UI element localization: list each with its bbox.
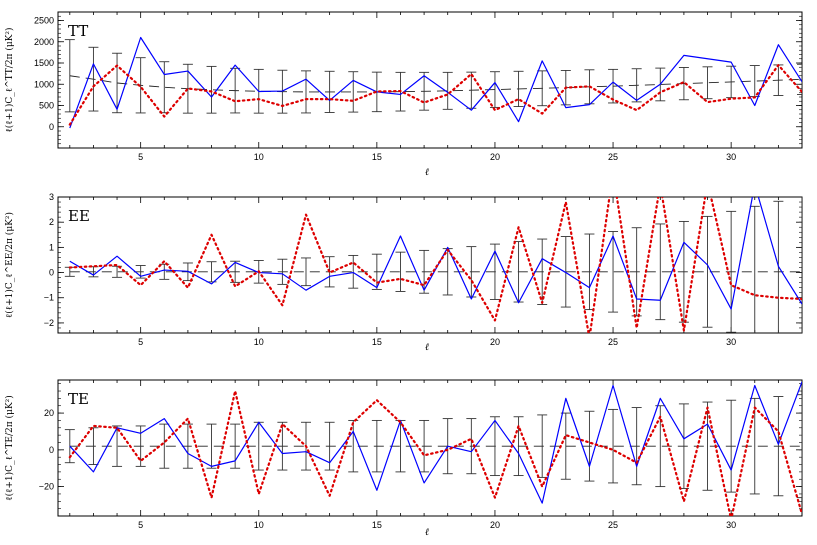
y-tick-label: 20 — [44, 408, 54, 418]
y-axis-label: ℓ(ℓ+1)C_ℓ^TT/2π (μK²) — [4, 27, 15, 132]
panel-ee: 5 10 15 20 25 30 −2 −1 0 1 2 3 EE ℓ(ℓ+1)C_ℓ^EE/2π (μK… — [4, 192, 803, 353]
plot-area — [64, 381, 802, 516]
panel-label-ee: EE — [68, 207, 90, 225]
fiducial-model-line — [69, 75, 802, 93]
panel-label-te: TE — [68, 390, 89, 408]
x-tick-label: 30 — [726, 152, 736, 162]
x-axis-label: ℓ — [425, 167, 429, 178]
y-tick-label: 2000 — [34, 37, 54, 47]
y-tick-label: 0 — [49, 122, 54, 132]
y-tick-label: 2500 — [34, 16, 54, 26]
y-axis-label: ℓ(ℓ+1)C_ℓ^EE/2π (μK²) — [4, 212, 15, 318]
y-tick-label: 0 — [49, 445, 54, 455]
plot-area — [64, 197, 802, 333]
x-tick-label: 20 — [490, 337, 500, 347]
x-tick-label: 5 — [138, 337, 143, 347]
x-tick-label: 25 — [608, 337, 618, 347]
x-tick-label: 20 — [490, 520, 500, 530]
series-line-red-dotted — [68, 389, 802, 516]
panel-te: 5 10 15 20 25 30 −20 0 20 TE ℓ(ℓ+1)C_ℓ^TE/2π (μK²)… — [4, 379, 803, 538]
panel-label-tt: TT — [68, 22, 88, 40]
x-axis-label: ℓ — [425, 342, 429, 353]
y-tick-label: 3 — [49, 192, 54, 202]
series-line-blue-solid — [69, 381, 802, 504]
series-line-blue-solid — [69, 197, 802, 310]
y-tick-label: 2 — [49, 217, 54, 227]
x-tick-label: 15 — [372, 152, 382, 162]
x-tick-label: 30 — [726, 337, 736, 347]
x-tick-label: 5 — [138, 152, 143, 162]
y-tick-label: −1 — [44, 293, 54, 303]
x-tick-label: 30 — [726, 520, 736, 530]
panel-tt: 5 10 15 20 25 30 0 500 1000 1500 2000 2500 TT ℓ(ℓ+1)C… — [4, 11, 803, 178]
y-tick-label: −2 — [44, 318, 54, 328]
x-tick-label: 25 — [608, 520, 618, 530]
x-tick-label: 20 — [490, 152, 500, 162]
y-tick-label: 1000 — [34, 79, 54, 89]
x-tick-label: 25 — [608, 152, 618, 162]
y-axis-label: ℓ(ℓ+1)C_ℓ^TE/2π (μK²) — [4, 395, 15, 500]
plot-frame — [57, 196, 803, 334]
y-tick-label: 1 — [49, 242, 54, 252]
series-line-red-dotted — [68, 197, 802, 333]
x-tick-label: 15 — [372, 337, 382, 347]
x-tick-label: 15 — [372, 520, 382, 530]
y-tick-label: −20 — [39, 482, 54, 492]
y-tick-label: 1500 — [34, 58, 54, 68]
y-tick-label: 500 — [39, 101, 54, 111]
x-tick-label: 10 — [254, 337, 264, 347]
plot-frame — [57, 379, 803, 517]
x-tick-label: 10 — [254, 520, 264, 530]
y-tick-label: 0 — [49, 268, 54, 278]
x-axis-label: ℓ — [425, 527, 429, 538]
x-tick-label: 10 — [254, 152, 264, 162]
series-line-blue-solid — [69, 36, 802, 129]
series-line-red-dotted — [68, 64, 802, 126]
plot-area — [64, 36, 802, 129]
x-tick-label: 5 — [138, 520, 143, 530]
